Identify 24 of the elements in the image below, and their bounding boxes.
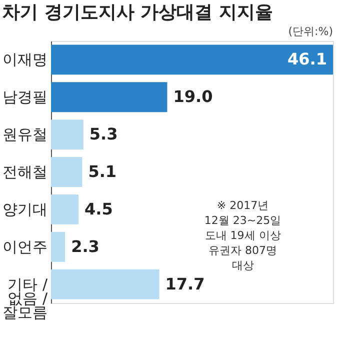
y-tick-label: 이언주 (2, 238, 48, 256)
text: (단위:%) (288, 25, 333, 38)
bar (51, 269, 160, 300)
bar (51, 120, 84, 150)
y-tick-label: 전해철 (2, 163, 48, 181)
data-label: 4.5 (84, 199, 113, 218)
data-label: 46.1 (288, 50, 327, 69)
bar (51, 82, 168, 112)
annotation: ※ 2017년 12월 23~25일 도내 19세 이상 유권자 807명 대상 (204, 199, 282, 272)
data-label: 19.0 (173, 87, 213, 106)
bar (51, 194, 79, 224)
y-tick-label: 원유철 (2, 126, 48, 144)
y-tick-label: 이재명 (2, 50, 48, 69)
data-label: 5.3 (89, 124, 118, 144)
bar (51, 232, 66, 262)
bar (51, 44, 333, 75)
y-tick-label: 남경필 (2, 88, 48, 106)
data-label: 5.1 (88, 162, 117, 181)
y-tick-label: 기타 / 없음 / 잘모름 (2, 275, 48, 322)
bar (51, 157, 82, 187)
chart-title: 차기 경기도지사 가상대결 지지율 (2, 2, 273, 23)
data-label: 17.7 (165, 274, 205, 294)
data-label: 2.3 (71, 236, 100, 256)
y-tick-label: 양기대 (2, 200, 48, 218)
